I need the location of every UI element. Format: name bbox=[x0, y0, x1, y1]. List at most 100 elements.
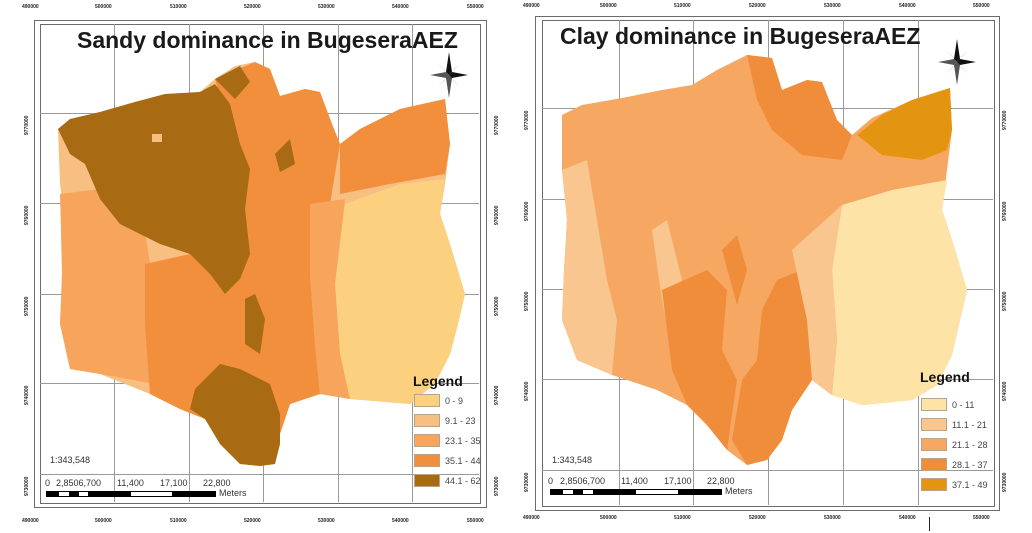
scale-unit: Meters bbox=[219, 488, 247, 498]
legend-swatch bbox=[414, 414, 440, 427]
y-axis-label: 9750000 bbox=[24, 296, 30, 316]
scale-tick-label: 0 bbox=[548, 476, 554, 486]
y-axis-label: 9740000 bbox=[524, 381, 530, 401]
legend-swatch bbox=[414, 454, 440, 467]
scale-tick-label: 17,100 bbox=[160, 478, 188, 488]
legend-label: 35.1 - 44 bbox=[445, 455, 481, 466]
x-axis-label: 520000 bbox=[749, 3, 766, 9]
x-axis-label: 510000 bbox=[674, 3, 691, 9]
x-axis-label: 530000 bbox=[824, 515, 841, 521]
scale-bar bbox=[550, 489, 722, 495]
clay-map-panel: Clay dominance in BugeseraAEZ Legend 0 -… bbox=[515, 0, 1032, 533]
legend-label: 28.1 - 37 bbox=[952, 459, 988, 470]
x-axis-label: 520000 bbox=[244, 518, 261, 524]
legend-swatch bbox=[921, 478, 947, 491]
scale-bar bbox=[46, 491, 216, 497]
cursor-mark bbox=[929, 517, 930, 531]
legend-swatch bbox=[921, 438, 947, 451]
y-axis-label: 9770000 bbox=[1002, 110, 1008, 130]
scale-tick-label: 0 bbox=[45, 478, 51, 488]
y-axis-label: 9750000 bbox=[1002, 291, 1008, 311]
scale-tick-label: 22,800 bbox=[203, 478, 231, 488]
x-axis-label: 540000 bbox=[899, 3, 916, 9]
map-inner-frame bbox=[40, 24, 481, 504]
legend-item: 9.1 - 23 bbox=[414, 414, 476, 427]
y-axis-label: 9730000 bbox=[24, 476, 30, 496]
legend-item: 11.1 - 21 bbox=[921, 418, 987, 431]
legend-item: 23.1 - 35 bbox=[414, 434, 481, 447]
x-axis-label: 530000 bbox=[824, 3, 841, 9]
legend-item: 0 - 11 bbox=[921, 398, 974, 411]
x-axis-label: 500000 bbox=[95, 518, 112, 524]
x-axis-label: 500000 bbox=[95, 4, 112, 10]
y-axis-label: 9740000 bbox=[1002, 381, 1008, 401]
legend-item: 37.1 - 49 bbox=[921, 478, 988, 491]
legend-item: 28.1 - 37 bbox=[921, 458, 988, 471]
north-arrow-icon bbox=[430, 52, 468, 98]
map-title: Clay dominance in BugeseraAEZ bbox=[560, 23, 921, 49]
clay-choropleth-map bbox=[562, 55, 967, 465]
x-axis-label: 490000 bbox=[22, 4, 39, 10]
y-axis-label: 9750000 bbox=[494, 296, 500, 316]
legend-label: 9.1 - 23 bbox=[445, 415, 476, 426]
legend-label: 21.1 - 28 bbox=[952, 439, 988, 450]
scale-tick-label: 22,800 bbox=[707, 476, 735, 486]
grid-line bbox=[542, 470, 993, 471]
legend-swatch bbox=[921, 418, 947, 431]
x-axis-label: 530000 bbox=[318, 518, 335, 524]
y-axis-label: 9750000 bbox=[524, 291, 530, 311]
y-axis-label: 9760000 bbox=[494, 205, 500, 225]
y-axis-label: 9730000 bbox=[1002, 472, 1008, 492]
x-axis-label: 550000 bbox=[467, 4, 484, 10]
y-axis-label: 9730000 bbox=[494, 476, 500, 496]
y-axis-label: 9730000 bbox=[524, 472, 530, 492]
scale-tick-label: 17,100 bbox=[664, 476, 692, 486]
legend-swatch bbox=[414, 434, 440, 447]
legend-label: 0 - 9 bbox=[445, 395, 464, 406]
x-axis-label: 490000 bbox=[523, 515, 540, 521]
legend-item: 35.1 - 44 bbox=[414, 454, 481, 467]
north-arrow-icon bbox=[938, 39, 976, 85]
y-axis-label: 9760000 bbox=[524, 201, 530, 221]
x-axis-label: 490000 bbox=[22, 518, 39, 524]
scale-tick-label: 2,8506,700 bbox=[560, 476, 606, 486]
legend-label: 0 - 11 bbox=[952, 399, 975, 410]
sandy-map-panel: Sandy dominance in BugeseraAEZ Legend 0 … bbox=[0, 0, 515, 533]
scale-tick-label: 2,8506,700 bbox=[56, 478, 102, 488]
legend-swatch bbox=[414, 474, 440, 487]
grid-line bbox=[40, 474, 479, 475]
scale-ratio: 1:343,548 bbox=[50, 455, 91, 465]
legend-label: 11.1 - 21 bbox=[952, 419, 987, 430]
x-axis-label: 510000 bbox=[170, 4, 187, 10]
x-axis-label: 540000 bbox=[392, 518, 409, 524]
scale-unit: Meters bbox=[725, 486, 753, 496]
x-axis-label: 540000 bbox=[392, 4, 409, 10]
y-axis-label: 9760000 bbox=[24, 205, 30, 225]
legend-item: 44.1 - 62 bbox=[414, 474, 481, 487]
legend-swatch bbox=[921, 458, 947, 471]
x-axis-label: 500000 bbox=[600, 515, 617, 521]
y-axis-label: 9740000 bbox=[24, 385, 30, 405]
legend-swatch bbox=[921, 398, 947, 411]
y-axis-label: 9740000 bbox=[494, 385, 500, 405]
x-axis-label: 490000 bbox=[523, 3, 540, 9]
legend-label: 37.1 - 49 bbox=[952, 479, 988, 490]
sandy-choropleth-map bbox=[58, 62, 465, 466]
y-axis-label: 9770000 bbox=[524, 110, 530, 130]
x-axis-label: 550000 bbox=[467, 518, 484, 524]
x-axis-label: 520000 bbox=[244, 4, 261, 10]
x-axis-label: 550000 bbox=[973, 515, 990, 521]
x-axis-label: 510000 bbox=[674, 515, 691, 521]
legend-label: 44.1 - 62 bbox=[445, 475, 481, 486]
scale-tick-label: 11,400 bbox=[117, 478, 144, 488]
x-axis-label: 520000 bbox=[749, 515, 766, 521]
legend-item: 21.1 - 28 bbox=[921, 438, 988, 451]
scale-tick-label: 11,400 bbox=[621, 476, 648, 486]
x-axis-label: 510000 bbox=[170, 518, 187, 524]
y-axis-label: 9760000 bbox=[1002, 201, 1008, 221]
y-axis-label: 9770000 bbox=[24, 115, 30, 135]
x-axis-label: 500000 bbox=[600, 3, 617, 9]
legend-swatch bbox=[414, 394, 440, 407]
legend-title: Legend bbox=[413, 373, 463, 389]
x-axis-label: 530000 bbox=[318, 4, 335, 10]
